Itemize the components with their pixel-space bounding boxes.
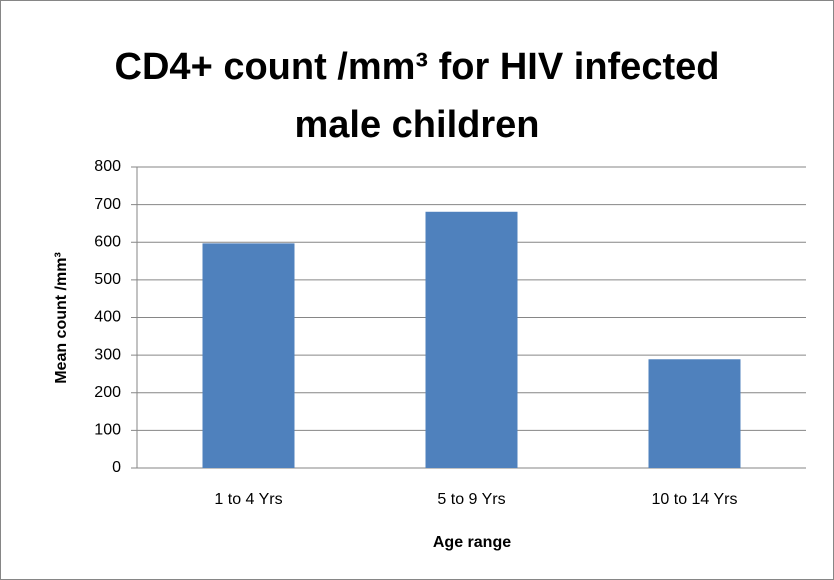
y-tick-label: 600	[94, 233, 121, 250]
y-axis-label: Mean count /mm³	[53, 252, 70, 384]
y-tick-label: 0	[112, 459, 121, 476]
x-tick-label: 1 to 4 Yrs	[214, 491, 282, 508]
y-tick-label: 100	[94, 422, 121, 439]
x-tick-label: 10 to 14 Yrs	[652, 491, 738, 508]
bar	[648, 359, 741, 468]
y-tick-label: 300	[94, 346, 121, 363]
x-axis-label: Age range	[433, 534, 511, 551]
bar	[425, 211, 518, 468]
chart-title: CD4+ count /mm³ for HIV infected male ch…	[114, 46, 720, 146]
x-tick-label: 5 to 9 Yrs	[437, 491, 505, 508]
y-tick-label: 200	[94, 384, 121, 401]
bar	[202, 243, 295, 468]
y-tick-label: 400	[94, 309, 121, 326]
y-tick-label: 700	[94, 196, 121, 213]
y-tick-label: 800	[94, 158, 121, 175]
y-tick-label: 500	[94, 271, 121, 288]
